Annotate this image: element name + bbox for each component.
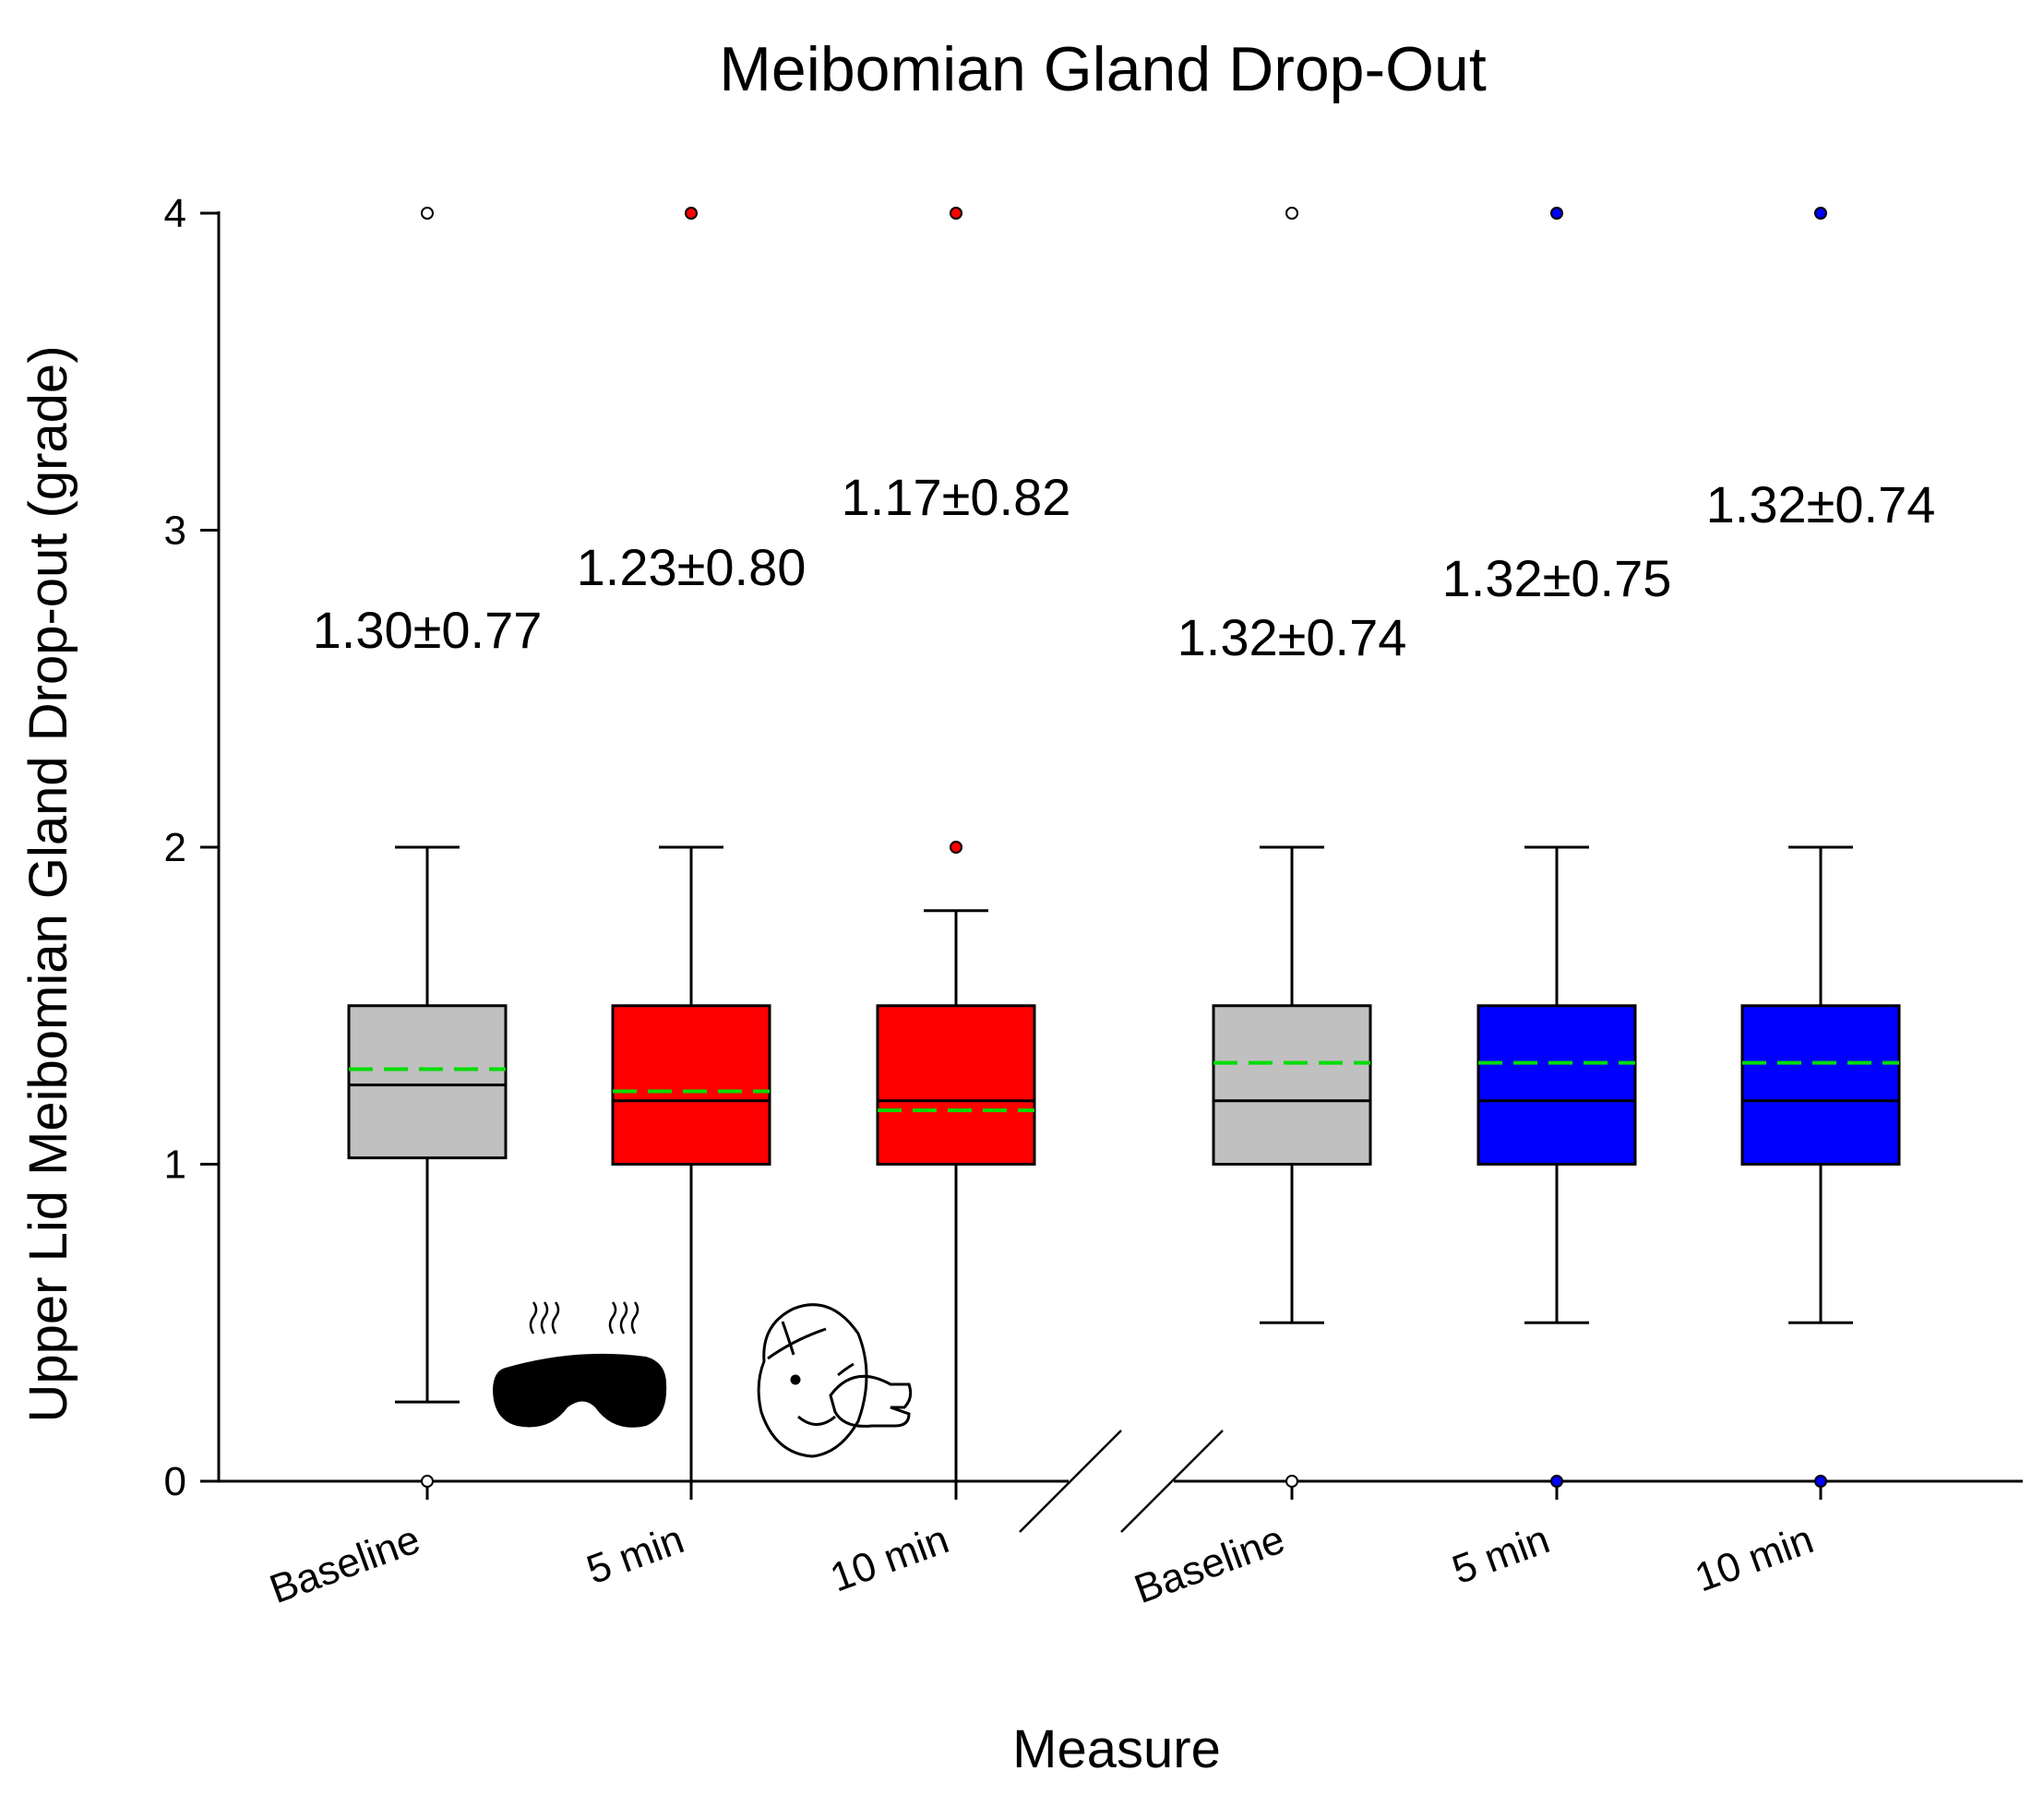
y-tick-label: 1	[164, 1143, 186, 1188]
axes: 0 1 2 3 4 Baseline 5 min 10 min Baseline 5 min 10 …	[164, 191, 2023, 1612]
x-tick-label: 10 min	[1690, 1516, 1820, 1600]
y-tick-label: 0	[164, 1459, 186, 1504]
x-tick-label: 10 min	[825, 1516, 955, 1600]
box-iqr	[347, 1004, 508, 1160]
outlier-point	[421, 207, 434, 220]
y-tick-label: 4	[164, 191, 186, 236]
box-iqr	[1212, 1004, 1372, 1166]
y-tick-label: 3	[164, 509, 186, 554]
box-3	[876, 207, 1036, 1481]
mean-sd-annotation: 1.30±0.77	[313, 601, 543, 659]
axis-break-mark	[1120, 1430, 1224, 1533]
mean-sd-annotation: 1.23±0.80	[577, 538, 807, 596]
chart-title: Meibomian Gland Drop-Out	[719, 34, 1487, 104]
box-2	[611, 207, 771, 1481]
box-5	[1476, 207, 1637, 1488]
mean-sd-annotation: 1.32±0.75	[1442, 549, 1672, 607]
x-tick-label: 5 min	[1447, 1516, 1556, 1593]
y-axis-label: Upper Lid Meibomian Gland Drop-out (grad…	[18, 345, 78, 1422]
x-tick-label: Baseline	[1129, 1516, 1290, 1612]
axis-break-mark	[1019, 1430, 1122, 1533]
x-tick-label: Baseline	[264, 1516, 425, 1612]
box-iqr	[1476, 1004, 1637, 1166]
outlier-point	[1814, 1475, 1827, 1488]
labels-layer: 1.30±0.77 1.23±0.80 1.17±0.82 1.32±0.74 1.32…	[313, 468, 1936, 666]
outlier-point	[1285, 207, 1298, 220]
outlier-point	[685, 207, 698, 220]
box-4	[1212, 207, 1372, 1488]
outlier-point	[1814, 207, 1827, 220]
box-6	[1740, 207, 1901, 1488]
y-tick-label: 2	[164, 825, 186, 870]
x-axis-label: Measure	[1012, 1719, 1221, 1779]
mean-sd-annotation: 1.32±0.74	[1177, 608, 1407, 666]
x-tick-label: 5 min	[581, 1516, 690, 1593]
outlier-point	[950, 207, 962, 220]
outlier-point	[1550, 207, 1563, 220]
outlier-point	[950, 841, 962, 854]
outlier-point	[1550, 1475, 1563, 1488]
heated-eye-mask-icon	[493, 1301, 667, 1428]
outlier-point	[421, 1475, 434, 1488]
box-1	[347, 207, 508, 1488]
mean-sd-annotation: 1.17±0.82	[842, 468, 1071, 526]
box-iqr	[1740, 1004, 1901, 1166]
mean-sd-annotation: 1.32±0.74	[1706, 475, 1936, 533]
warm-compress-face-icon	[757, 1303, 913, 1458]
outlier-point	[1285, 1475, 1298, 1488]
boxes-layer	[347, 207, 1901, 1488]
box-iqr	[611, 1004, 771, 1166]
box-iqr	[876, 1004, 1036, 1166]
